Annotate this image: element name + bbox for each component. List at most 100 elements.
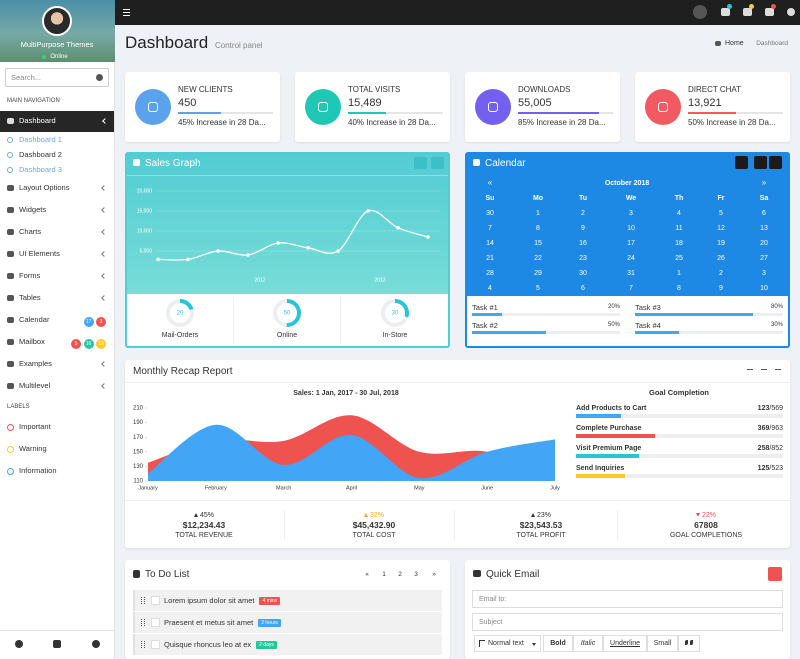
menu-item[interactable]: [0, 222, 114, 243]
label-name[interactable]: Important: [19, 422, 51, 431]
calendar-day[interactable]: 15: [534, 239, 542, 247]
calendar-day[interactable]: 24: [627, 254, 635, 262]
panel-button[interactable]: [735, 156, 748, 169]
panel-button[interactable]: [754, 156, 767, 169]
calendar-day[interactable]: 25: [675, 254, 683, 262]
calendar-day[interactable]: 26: [717, 254, 725, 262]
calendar-day[interactable]: 1: [677, 269, 681, 277]
calendar-next[interactable]: »: [761, 178, 767, 187]
calendar-day[interactable]: 4: [677, 209, 681, 217]
calendar-day[interactable]: 27: [760, 254, 768, 262]
pagination-item[interactable]: 3: [414, 571, 418, 578]
task-fill: [472, 313, 502, 316]
calendar-day[interactable]: 9: [719, 284, 723, 292]
panel-button[interactable]: [431, 157, 444, 169]
calendar-day[interactable]: 5: [719, 209, 723, 217]
pagination-item[interactable]: »: [432, 571, 436, 578]
todo-label: Praesent et metus sit amet: [164, 617, 254, 627]
todo-item[interactable]: [133, 634, 442, 655]
calendar-day[interactable]: 30: [486, 209, 494, 217]
calendar-day[interactable]: 10: [627, 224, 635, 232]
calendar-day[interactable]: 11: [675, 224, 683, 232]
submenu-label[interactable]: Dashboard 2: [19, 150, 62, 159]
calendar-day[interactable]: 2: [719, 269, 723, 277]
toolbar-button[interactable]: [474, 635, 541, 652]
submenu-label[interactable]: Dashboard 3: [19, 165, 62, 174]
menu-toggle-line[interactable]: [123, 12, 130, 13]
toolbar-button[interactable]: [678, 635, 700, 652]
panel-button[interactable]: [769, 156, 782, 169]
calendar-day[interactable]: 7: [629, 284, 633, 292]
calendar-day[interactable]: 3: [629, 209, 633, 217]
calendar-day[interactable]: 13: [760, 224, 768, 232]
calendar-day[interactable]: 14: [486, 239, 494, 247]
label-ring[interactable]: [7, 468, 14, 475]
label-ring[interactable]: [7, 424, 14, 431]
pagination-item[interactable]: «: [365, 571, 369, 578]
menu-item[interactable]: [0, 111, 114, 132]
label-name[interactable]: Warning: [19, 444, 47, 453]
calendar-day[interactable]: 7: [488, 224, 492, 232]
calendar-day[interactable]: 20: [760, 239, 768, 247]
calendar-day[interactable]: 28: [486, 269, 494, 277]
todo-item[interactable]: [133, 612, 442, 633]
calendar-day[interactable]: 30: [579, 269, 587, 277]
panel-tool[interactable]: [761, 369, 767, 373]
menu-item[interactable]: [0, 200, 114, 221]
submenu-ring[interactable]: [7, 167, 13, 173]
submenu-ring[interactable]: [7, 137, 13, 143]
calendar-day[interactable]: 29: [534, 269, 542, 277]
email-to-input[interactable]: [472, 590, 783, 608]
calendar-day[interactable]: 9: [581, 224, 585, 232]
menu-item[interactable]: [0, 354, 114, 375]
calendar-day[interactable]: 19: [717, 239, 725, 247]
calendar-day[interactable]: 2: [581, 209, 585, 217]
menu-item[interactable]: [0, 288, 114, 309]
menu-toggle-line[interactable]: [123, 9, 130, 10]
toolbar-button[interactable]: [543, 635, 573, 652]
calendar-day[interactable]: 6: [581, 284, 585, 292]
calendar-day[interactable]: 18: [675, 239, 683, 247]
calendar-day[interactable]: 5: [536, 284, 540, 292]
breadcrumb-home[interactable]: Home: [725, 40, 744, 47]
panel-tool[interactable]: [747, 369, 753, 373]
toolbar-button[interactable]: [647, 635, 678, 652]
calendar-day[interactable]: 31: [627, 269, 635, 277]
menu-item[interactable]: [0, 266, 114, 287]
calendar-day[interactable]: 8: [536, 224, 540, 232]
calendar-day[interactable]: 6: [762, 209, 766, 217]
submenu-label[interactable]: Dashboard 1: [19, 135, 62, 144]
calendar-day[interactable]: 23: [579, 254, 587, 262]
calendar-day[interactable]: 4: [488, 284, 492, 292]
calendar-day[interactable]: 8: [677, 284, 681, 292]
todo-badge: 2 hours: [258, 618, 281, 627]
calendar-day[interactable]: 16: [579, 239, 587, 247]
info-value: 55,005: [518, 97, 552, 109]
panel-button[interactable]: [414, 157, 427, 169]
calendar-day[interactable]: 12: [717, 224, 725, 232]
search-box[interactable]: [5, 68, 109, 87]
menu-toggle-line[interactable]: [123, 15, 130, 16]
subject-input[interactable]: [472, 613, 783, 631]
calendar-day[interactable]: 3: [762, 269, 766, 277]
menu-item[interactable]: [0, 376, 114, 397]
calendar-prev[interactable]: «: [487, 178, 493, 187]
toolbar-button[interactable]: [573, 635, 603, 652]
panel-tool[interactable]: [775, 369, 781, 373]
label-name[interactable]: Information: [19, 466, 57, 475]
todo-checkbox[interactable]: [151, 618, 160, 627]
pagination-item[interactable]: 2: [398, 571, 402, 578]
toolbar-button[interactable]: [603, 635, 647, 652]
todo-checkbox[interactable]: [151, 640, 160, 649]
calendar-day[interactable]: 1: [536, 209, 540, 217]
calendar-day[interactable]: 22: [534, 254, 542, 262]
calendar-day[interactable]: 10: [760, 284, 768, 292]
calendar-day[interactable]: 21: [486, 254, 494, 262]
label-ring[interactable]: [7, 446, 14, 453]
pagination-item[interactable]: 1: [382, 571, 386, 578]
calendar-day[interactable]: 17: [627, 239, 635, 247]
todo-checkbox[interactable]: [151, 596, 160, 605]
close-button[interactable]: [768, 567, 782, 581]
todo-item[interactable]: [133, 590, 442, 611]
submenu-ring[interactable]: [7, 152, 13, 158]
